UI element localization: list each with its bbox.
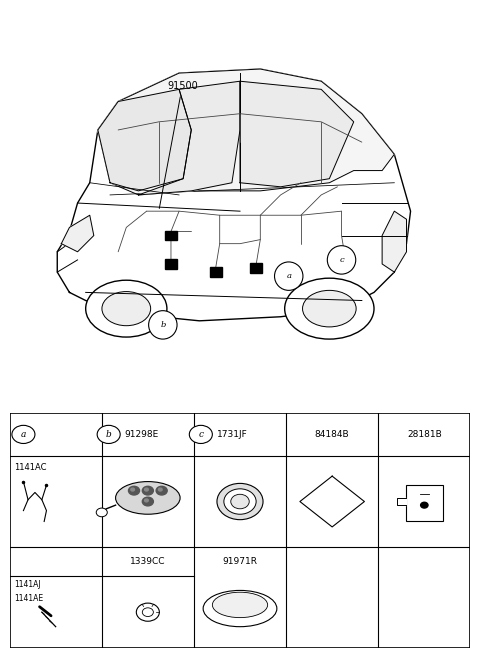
Bar [210, 267, 222, 277]
Ellipse shape [287, 280, 372, 337]
Circle shape [144, 499, 148, 502]
Circle shape [189, 425, 212, 443]
Polygon shape [61, 215, 94, 252]
Ellipse shape [88, 282, 165, 335]
Bar [165, 231, 177, 240]
Polygon shape [396, 498, 406, 505]
Circle shape [97, 425, 120, 443]
Text: 28181B: 28181B [407, 430, 442, 439]
Circle shape [275, 262, 303, 290]
Text: a: a [21, 430, 26, 439]
Ellipse shape [212, 592, 268, 618]
Circle shape [142, 608, 154, 616]
Circle shape [231, 495, 249, 509]
Text: c: c [198, 430, 204, 439]
Circle shape [136, 603, 159, 621]
Circle shape [158, 488, 162, 491]
Text: 91971R: 91971R [223, 557, 257, 566]
Circle shape [156, 486, 167, 495]
Polygon shape [98, 69, 394, 195]
Text: 1731JF: 1731JF [217, 430, 248, 439]
Circle shape [420, 502, 428, 508]
Ellipse shape [86, 280, 167, 337]
Ellipse shape [302, 290, 356, 327]
Circle shape [327, 246, 356, 274]
Bar [165, 259, 177, 269]
Circle shape [142, 497, 154, 506]
Circle shape [149, 310, 177, 339]
Text: b: b [160, 321, 166, 329]
Text: 91298E: 91298E [125, 430, 159, 439]
Text: 84184B: 84184B [315, 430, 349, 439]
Text: 1141AE: 1141AE [14, 594, 43, 603]
Text: c: c [339, 256, 344, 264]
Polygon shape [240, 81, 354, 187]
Ellipse shape [102, 291, 151, 326]
Circle shape [224, 489, 256, 514]
Circle shape [217, 483, 263, 519]
Text: a: a [286, 272, 291, 280]
Ellipse shape [285, 278, 374, 339]
Text: 1339CC: 1339CC [130, 557, 166, 566]
Circle shape [129, 486, 140, 495]
Polygon shape [382, 211, 407, 272]
Circle shape [131, 488, 134, 491]
Circle shape [96, 508, 108, 517]
Bar [250, 263, 263, 273]
Bar [406, 485, 443, 521]
Circle shape [12, 425, 35, 443]
Text: 1141AC: 1141AC [14, 464, 47, 472]
Polygon shape [138, 81, 240, 195]
Polygon shape [98, 89, 191, 191]
Text: b: b [106, 430, 111, 439]
Circle shape [144, 488, 148, 491]
Circle shape [142, 486, 154, 495]
Ellipse shape [203, 590, 277, 627]
Polygon shape [300, 476, 364, 527]
Text: 91500: 91500 [159, 81, 198, 208]
Polygon shape [57, 69, 410, 321]
Ellipse shape [116, 481, 180, 514]
Text: 1141AJ: 1141AJ [14, 580, 41, 589]
